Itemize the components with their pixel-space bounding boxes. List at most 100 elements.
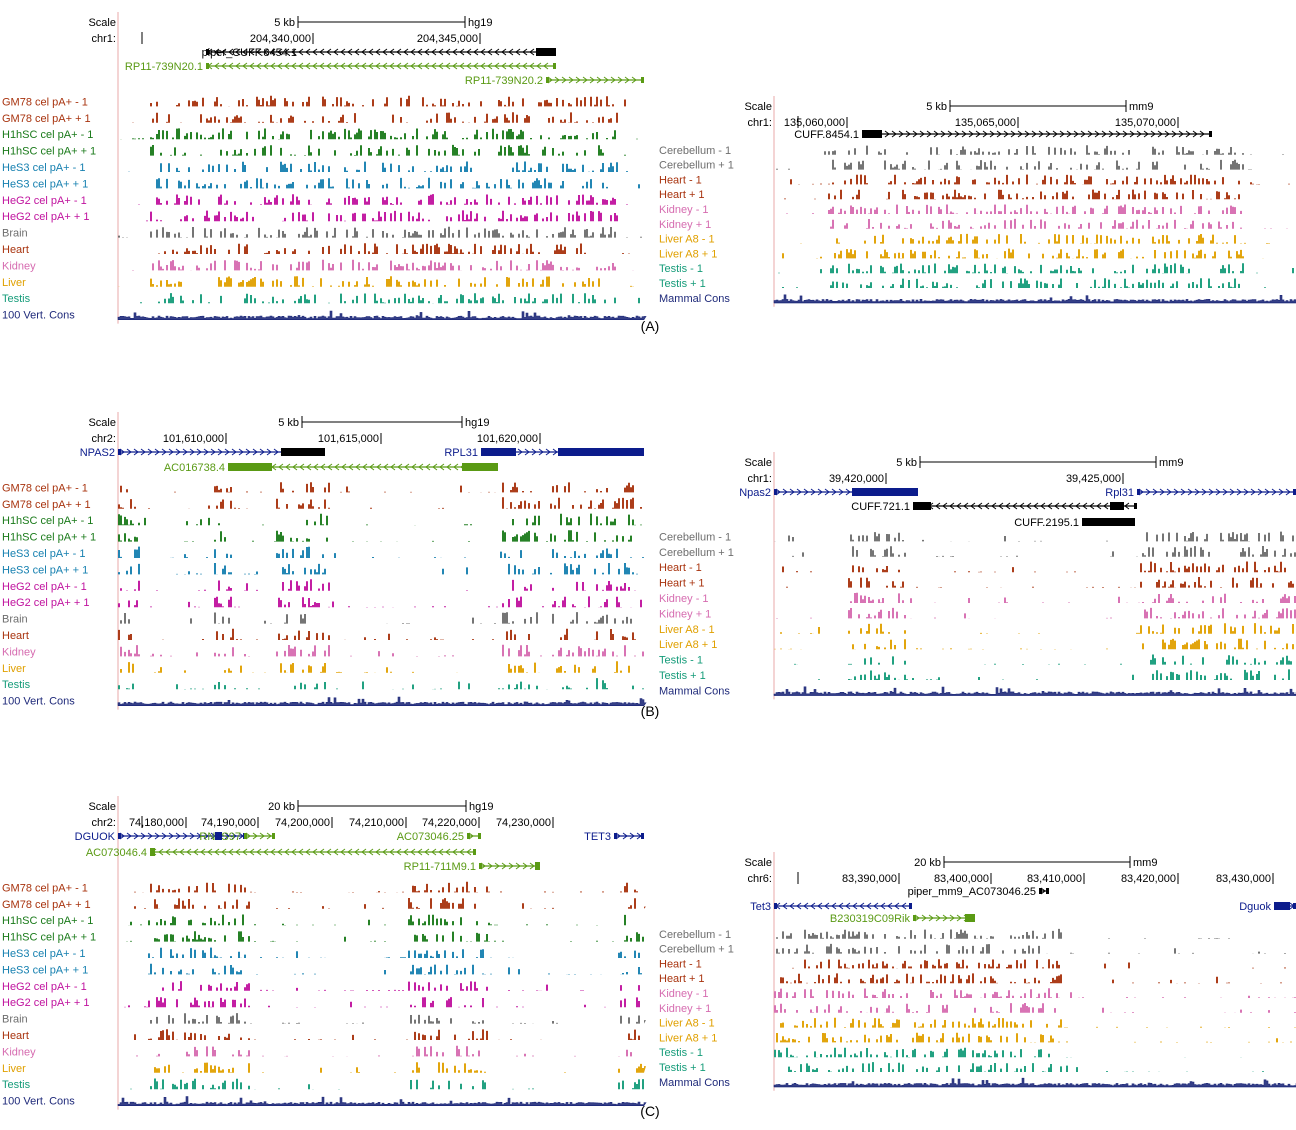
signal-track[interactable]: Liver [2,661,646,675]
gene-model[interactable]: AC073046.25 [397,831,481,843]
signal-track[interactable]: HeS3 cel pA+ - 1 [2,546,646,560]
signal-track[interactable]: Brain [2,612,646,626]
signal-track[interactable]: HeG2 cel pA+ + 1 [2,596,646,609]
signal-track[interactable]: HeS3 cel pA+ - 1 [2,161,646,175]
signal-track[interactable]: H1hSC cel pA+ - 1 [2,914,646,928]
gene-model[interactable]: NPAS2 [80,447,290,459]
signal-track[interactable]: Mammal Cons [659,1077,1296,1089]
signal-track[interactable]: Liver A8 + 1 [659,248,1296,260]
signal-track[interactable]: Testis - 1 [659,654,1296,667]
signal-track[interactable]: Testis + 1 [659,278,1296,290]
signal-track[interactable]: Kidney + 1 [659,607,1296,621]
gene-model[interactable]: TET3 [584,831,644,843]
signal-track[interactable]: Brain [2,226,646,240]
signal-track[interactable]: GM78 cel pA+ + 1 [2,112,646,125]
signal-track[interactable]: Heart + 1 [659,189,1296,201]
signal-track[interactable]: Liver A8 - 1 [659,1018,1296,1030]
track-label: Liver A8 - 1 [659,624,715,636]
signal-track[interactable]: Kidney + 1 [659,1003,1296,1015]
signal-track[interactable]: Cerebellum - 1 [659,145,1296,157]
signal-track[interactable]: Liver A8 - 1 [659,234,1296,246]
signal-track[interactable]: Kidney [2,644,646,659]
signal-track[interactable]: Testis + 1 [659,669,1296,682]
gene-model[interactable]: RP11-739N20.2 [465,75,644,87]
signal-track[interactable]: Heart [2,243,646,256]
gene-model[interactable]: AC073046.4 [86,847,476,859]
signal-track[interactable]: Heart + 1 [659,973,1296,985]
signal-track[interactable]: 100 Vert. Cons [2,696,647,708]
gene-model[interactable]: RP11-711M9.1 [404,861,540,873]
signal-track[interactable]: Brain [2,1013,646,1026]
signal-track[interactable]: Cerebellum + 1 [659,944,1296,956]
signal-track[interactable]: HeG2 cel pA+ + 1 [2,210,646,223]
axis-tick-label: 74,180,000 [129,817,184,829]
signal-track[interactable]: Kidney [2,259,646,273]
gene-model[interactable]: Tet3 [750,901,912,913]
gene-model[interactable]: CUFF.8454.1 [794,129,1212,141]
signal-track[interactable]: 100 Vert. Cons [2,1096,647,1108]
signal-track[interactable]: H1hSC cel pA+ - 1 [2,128,646,141]
gene-model[interactable]: RP11-739N20.1 [125,61,556,73]
gene-model[interactable]: CUFF.721.1 [851,501,1137,513]
signal-track[interactable]: Liver [2,1062,646,1075]
signal-track[interactable]: Heart [2,628,646,642]
signal-track[interactable]: Heart - 1 [659,958,1296,970]
signal-track[interactable]: Liver A8 + 1 [659,1032,1296,1044]
signal-track[interactable]: Mammal Cons [659,293,1296,305]
signal-track[interactable]: H1hSC cel pA+ + 1 [2,931,646,944]
signal-track[interactable]: HeS3 cel pA+ + 1 [2,177,646,191]
signal-track[interactable]: Kidney + 1 [659,219,1296,231]
signal-track[interactable]: Kidney - 1 [659,988,1296,1000]
signal-track[interactable]: HeG2 cel pA+ - 1 [2,579,646,593]
signal-track[interactable]: GM78 cel pA+ - 1 [2,482,646,494]
signal-track[interactable]: Cerebellum + 1 [659,546,1296,559]
signal-track[interactable]: Kidney [2,1045,646,1059]
gene-model[interactable]: AC016738.4 [164,462,498,474]
gene-model[interactable]: DGUOK [75,831,246,843]
signal-track[interactable]: GM78 cel pA+ + 1 [2,898,646,911]
signal-track[interactable]: Testis [2,1078,646,1092]
signal-track[interactable]: Heart - 1 [659,174,1296,186]
gene-model[interactable]: Rpl31 [1105,487,1296,499]
signal-track[interactable]: Mammal Cons [659,685,1296,697]
signal-track[interactable]: HeS3 cel pA+ - 1 [2,947,646,960]
gene-model[interactable]: piper_mm9_AC073046.25 [908,886,1049,898]
signal-track[interactable]: Heart [2,1029,646,1042]
signal-track[interactable]: HeG2 cel pA+ - 1 [2,194,646,207]
signal-track[interactable]: Cerebellum - 1 [659,929,1296,941]
track-label: Heart - 1 [659,562,702,574]
assembly-label: mm9 [1129,101,1153,113]
signal-track[interactable]: Testis [2,293,646,305]
gene-model[interactable]: B230319C09Rik [830,913,975,925]
signal-track[interactable]: Testis - 1 [659,1047,1296,1059]
signal-track[interactable]: Liver [2,276,646,289]
signal-track[interactable]: GM78 cel pA+ - 1 [2,881,646,895]
signal-track[interactable]: Heart + 1 [659,577,1296,590]
signal-track[interactable]: Testis - 1 [659,263,1296,275]
axis-tick-label: 39,420,000 [829,473,884,485]
signal-track[interactable]: Liver A8 - 1 [659,623,1296,636]
signal-track[interactable]: 100 Vert. Cons [2,310,647,322]
signal-track[interactable]: GM78 cel pA+ - 1 [2,95,646,109]
gene-model[interactable]: RN5S97 [199,831,275,843]
signal-track[interactable]: H1hSC cel pA+ + 1 [2,144,646,158]
signal-track[interactable]: Kidney - 1 [659,592,1296,605]
signal-track[interactable]: GM78 cel pA+ + 1 [2,497,646,511]
track-label: Liver A8 + 1 [659,248,717,260]
signal-track[interactable]: Liver A8 + 1 [659,638,1296,652]
panel-caption: (C) [640,1103,659,1119]
signal-track[interactable]: H1hSC cel pA+ + 1 [2,530,646,544]
signal-track[interactable]: H1hSC cel pA+ - 1 [2,513,646,528]
signal-track[interactable]: Cerebellum - 1 [659,531,1296,543]
signal-track[interactable]: HeG2 cel pA+ - 1 [2,981,646,993]
signal-track[interactable]: Heart - 1 [659,561,1296,575]
exon-block [1274,902,1290,910]
signal-track[interactable]: HeS3 cel pA+ + 1 [2,963,646,977]
signal-track[interactable]: HeS3 cel pA+ + 1 [2,563,646,576]
signal-track[interactable]: Testis + 1 [659,1062,1296,1074]
signal-track[interactable]: Kidney - 1 [659,204,1296,216]
signal-track[interactable]: Testis [2,678,646,691]
signal-track[interactable]: HeG2 cel pA+ + 1 [2,997,646,1009]
signal-track[interactable]: Cerebellum + 1 [659,160,1296,172]
gene-model[interactable]: piper_CUFF.8454.1 [202,47,556,59]
